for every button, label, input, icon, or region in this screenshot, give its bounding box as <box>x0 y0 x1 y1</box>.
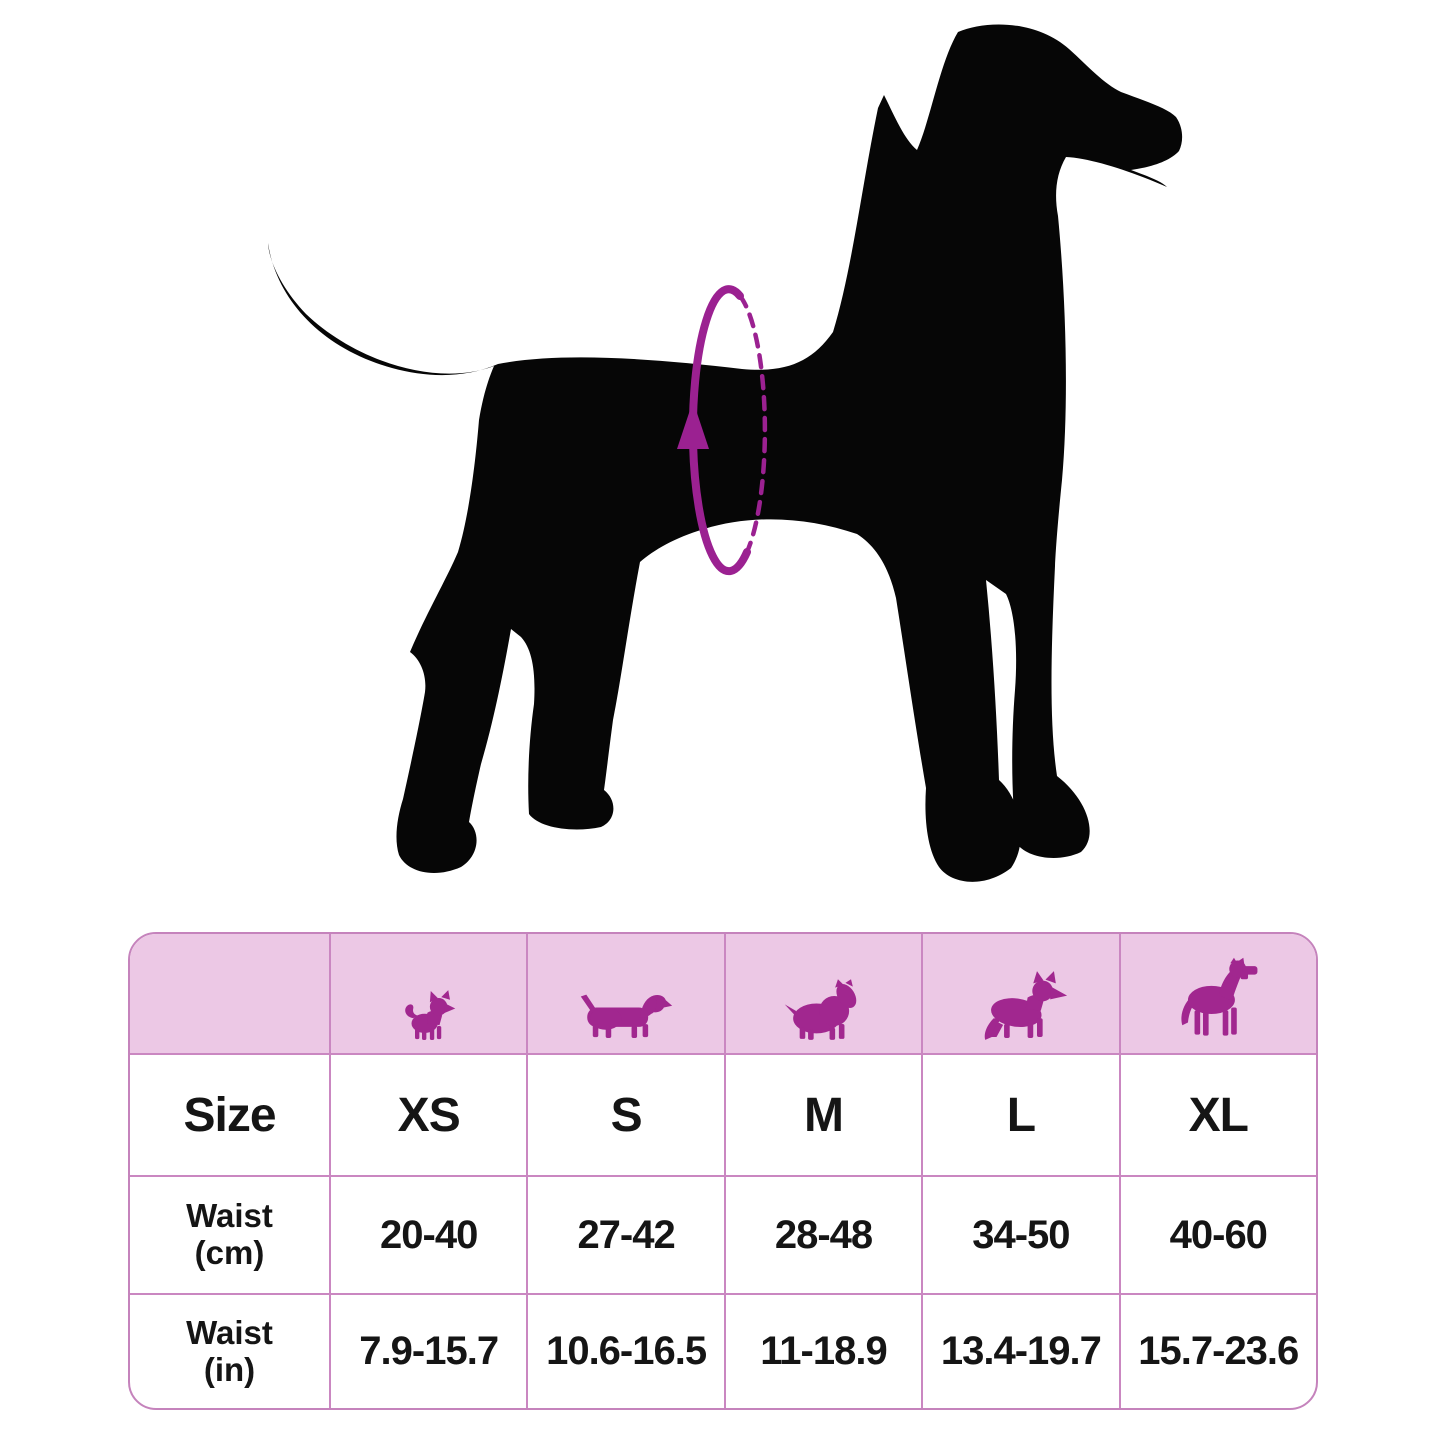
waist-in-cell-xl: 15.7-23.6 <box>1118 1293 1316 1408</box>
header-cell-m <box>723 934 922 1053</box>
size-cell-m: M <box>723 1053 922 1175</box>
size-label: Size <box>183 1088 276 1142</box>
waist-cm-cell-xs: 20-40 <box>329 1175 527 1293</box>
row-label-waist-cm: Waist (cm) <box>130 1175 329 1293</box>
waist-cm-cell-l: 34-50 <box>921 1175 1119 1293</box>
waist-in-cell-m: 11-18.9 <box>723 1293 922 1408</box>
ring-dashed-arc <box>737 293 768 555</box>
dachshund-icon <box>580 994 673 1038</box>
waist-in-cell-xs: 7.9-15.7 <box>329 1293 527 1408</box>
waist-in-label-line2: (in) <box>203 1350 256 1388</box>
size-cell-xs: XS <box>329 1053 527 1175</box>
waist-in-cell-s: 10.6-16.5 <box>526 1293 724 1408</box>
waist-in-label-line1: Waist <box>186 1313 273 1351</box>
size-cell-s: S <box>526 1053 724 1175</box>
dog-measurement-diagram <box>268 24 1183 882</box>
ring-arrow-up-icon <box>677 401 709 449</box>
waist-in-cell-l: 13.4-19.7 <box>921 1293 1119 1408</box>
header-empty-cell <box>130 934 329 1053</box>
waist-cm-cell-s: 27-42 <box>526 1175 724 1293</box>
waist-cm-cell-xl: 40-60 <box>1118 1175 1316 1293</box>
dog-silhouette <box>268 24 1183 882</box>
waist-measure-ring <box>677 285 768 576</box>
header-cell-l <box>921 934 1119 1053</box>
waist-cm-label-line1: Waist <box>186 1197 273 1235</box>
german-shepherd-icon <box>984 971 1068 1040</box>
header-cell-xs <box>329 934 527 1053</box>
bull-terrier-icon <box>785 979 857 1040</box>
waist-cm-label-line2: (cm) <box>194 1234 265 1271</box>
header-cell-s <box>526 934 724 1053</box>
great-dane-icon <box>1181 957 1258 1036</box>
waist-cm-cell-m: 28-48 <box>723 1175 922 1293</box>
chihuahua-icon <box>404 990 455 1040</box>
size-cell-l: L <box>921 1053 1119 1175</box>
row-label-size: Size <box>130 1053 329 1175</box>
header-cell-xl <box>1118 934 1316 1053</box>
size-table: Size XS S M L XL Waist (cm) 20-40 27-42 … <box>128 932 1318 1410</box>
size-cell-xl: XL <box>1118 1053 1316 1175</box>
row-label-waist-in: Waist (in) <box>130 1293 329 1408</box>
